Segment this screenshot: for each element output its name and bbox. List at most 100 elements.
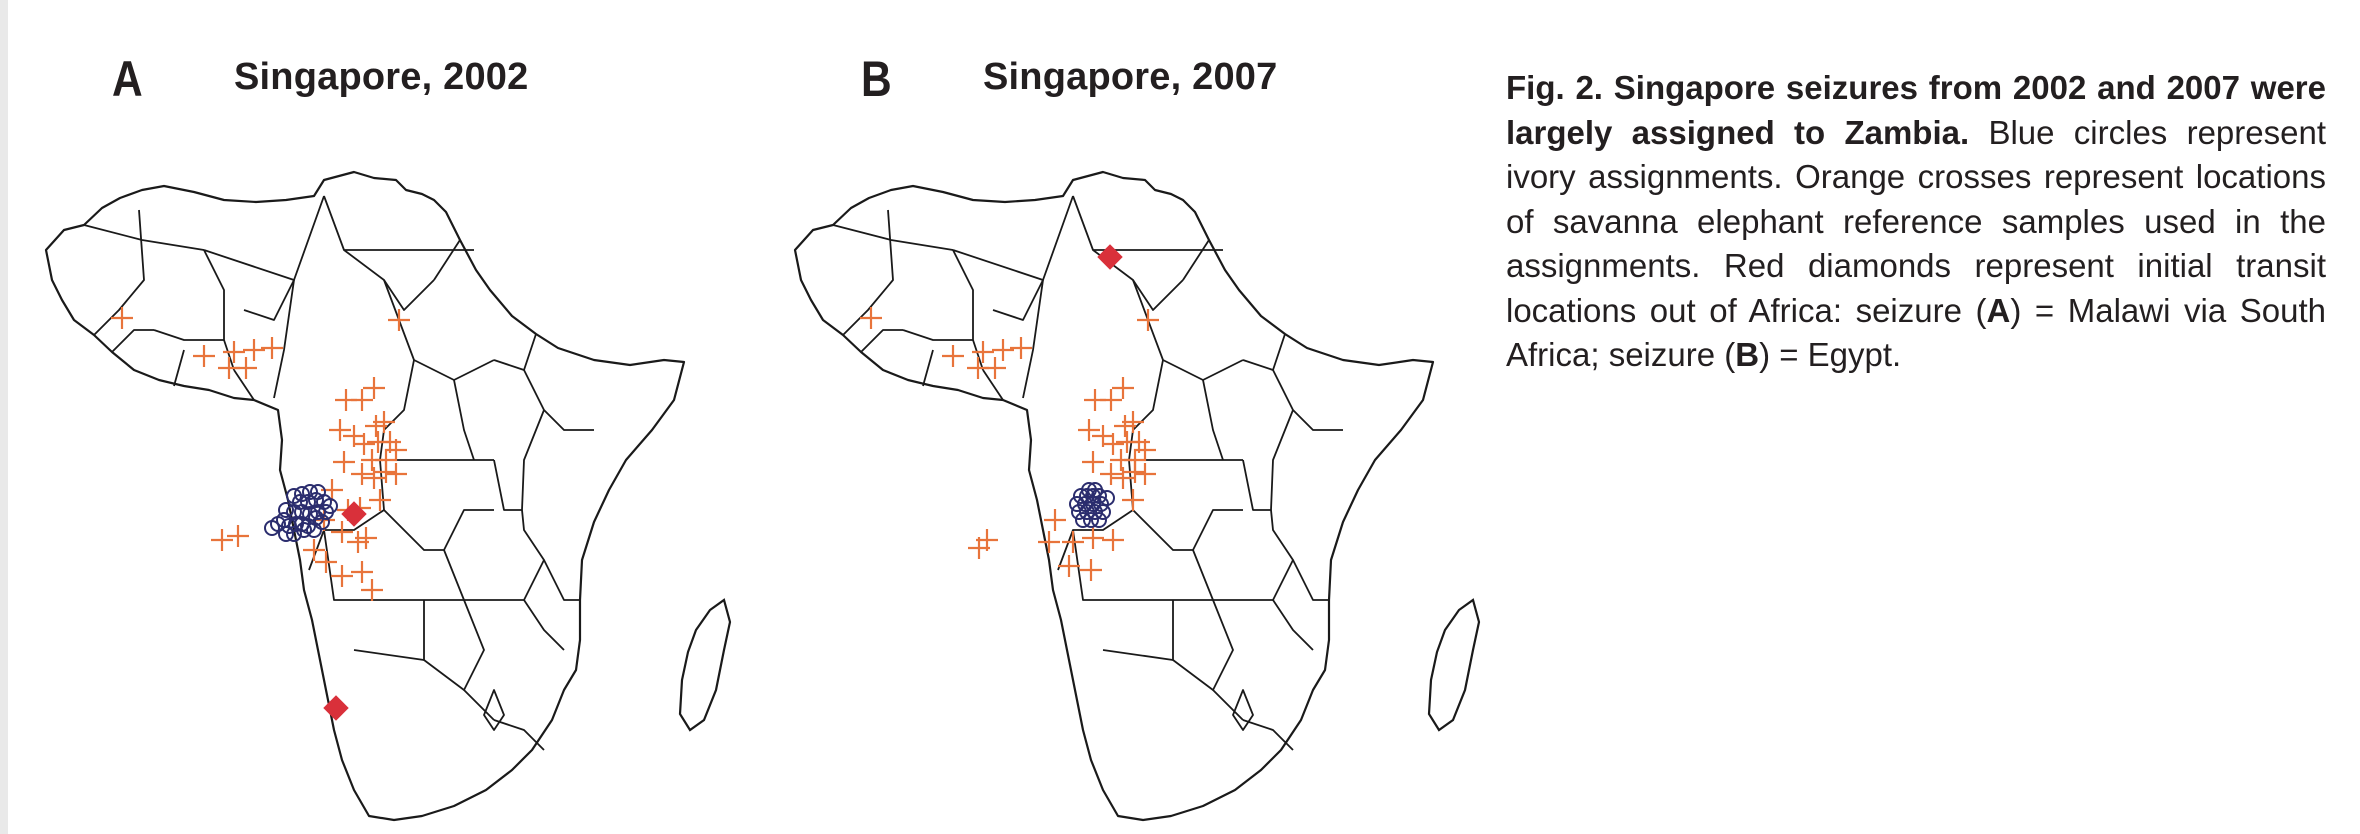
reference-cross [375, 461, 397, 483]
transit-diamond [341, 501, 367, 527]
reference-cross [1082, 451, 1104, 473]
country-border [982, 369, 1004, 401]
country-border [493, 333, 537, 371]
country-border [273, 279, 295, 399]
country-border [922, 349, 934, 387]
reference-cross [385, 463, 407, 485]
assignment-circle [286, 488, 302, 504]
reference-cross [111, 307, 133, 329]
reference-cross [1124, 461, 1146, 483]
reference-cross [388, 309, 410, 331]
country-border [1292, 559, 1329, 601]
country-border [243, 279, 295, 321]
transit-diamond [323, 695, 349, 721]
country-border [902, 329, 973, 341]
country-border [323, 529, 384, 601]
reference-cross [211, 529, 233, 551]
country-borders [832, 195, 1343, 751]
reference-cross [972, 341, 994, 363]
country-border [453, 379, 475, 461]
reference-samples [111, 307, 410, 601]
country-border [483, 689, 505, 731]
country-border [443, 509, 545, 601]
country-border [111, 329, 154, 353]
country-border [308, 459, 385, 571]
madagascar-outline [1427, 598, 1481, 732]
country-border [842, 209, 894, 336]
reference-cross [353, 433, 375, 455]
assignment-circle [294, 486, 310, 502]
country-border [1270, 409, 1294, 511]
country-border [1072, 195, 1184, 311]
reference-cross [373, 411, 395, 433]
reference-cross [227, 525, 249, 547]
country-border [832, 224, 954, 251]
map-panel-a: A Singapore, 2002 [24, 40, 744, 822]
country-border [1022, 279, 1044, 399]
reference-cross [1100, 389, 1122, 411]
assignment-circle [1099, 490, 1115, 506]
ivory-assignments [1069, 482, 1115, 528]
country-border [203, 249, 235, 371]
africa-map-a [44, 170, 732, 822]
reference-cross [315, 551, 337, 573]
country-border [860, 329, 903, 353]
reference-cross [860, 307, 882, 329]
country-border [83, 224, 205, 251]
country-border [1102, 649, 1174, 661]
country-border [992, 279, 1044, 321]
country-border [1192, 509, 1294, 601]
assignment-circle [278, 502, 294, 518]
assignment-circle [296, 522, 312, 538]
country-border [323, 195, 435, 311]
reference-cross [361, 579, 383, 601]
reference-cross [223, 341, 245, 363]
country-border [493, 459, 522, 511]
country-border [493, 719, 545, 751]
country-border [1072, 529, 1133, 601]
country-border [1242, 333, 1286, 371]
country-border [93, 209, 145, 336]
reference-cross [1102, 433, 1124, 455]
ivory-assignments [264, 484, 338, 542]
reference-cross [1082, 527, 1104, 549]
country-border [1272, 599, 1314, 651]
country-border [1057, 459, 1134, 571]
reference-cross [243, 339, 265, 361]
caption-ref-b: B [1735, 336, 1760, 373]
reference-cross [1100, 463, 1122, 485]
caption-body-3: ) = Egypt. [1759, 336, 1902, 373]
reference-cross [1038, 531, 1060, 553]
caption-body-2: ) = Malawi via South Africa; seizure ( [1506, 291, 2326, 374]
reference-samples [860, 307, 1159, 581]
assignment-circle [264, 520, 280, 536]
caption-figure-label: Fig. 2. [1506, 69, 1603, 106]
country-border [423, 600, 465, 691]
country-border [173, 349, 185, 387]
panel-title-a: Singapore, 2002 [234, 56, 529, 98]
country-border [952, 195, 1074, 281]
reference-cross [385, 439, 407, 461]
reference-cross [992, 339, 1014, 361]
country-borders [83, 195, 594, 751]
country-border [353, 649, 425, 661]
reference-cross [347, 531, 369, 553]
country-border [383, 279, 495, 381]
reference-cross [363, 377, 385, 399]
country-border [1272, 369, 1343, 431]
country-border [1202, 379, 1224, 461]
africa-map-b [793, 170, 1481, 822]
assignment-circle [1079, 504, 1095, 520]
country-border [1172, 600, 1214, 691]
reference-cross [1080, 559, 1102, 581]
country-border [1242, 719, 1294, 751]
transit-locations [1097, 244, 1123, 270]
africa-outline [44, 170, 732, 822]
reference-cross [303, 539, 325, 561]
madagascar-outline [678, 598, 732, 732]
reference-cross [1122, 489, 1144, 511]
reference-cross [942, 345, 964, 367]
assignment-circle [302, 484, 318, 500]
country-border [233, 369, 255, 401]
reference-cross [351, 561, 373, 583]
